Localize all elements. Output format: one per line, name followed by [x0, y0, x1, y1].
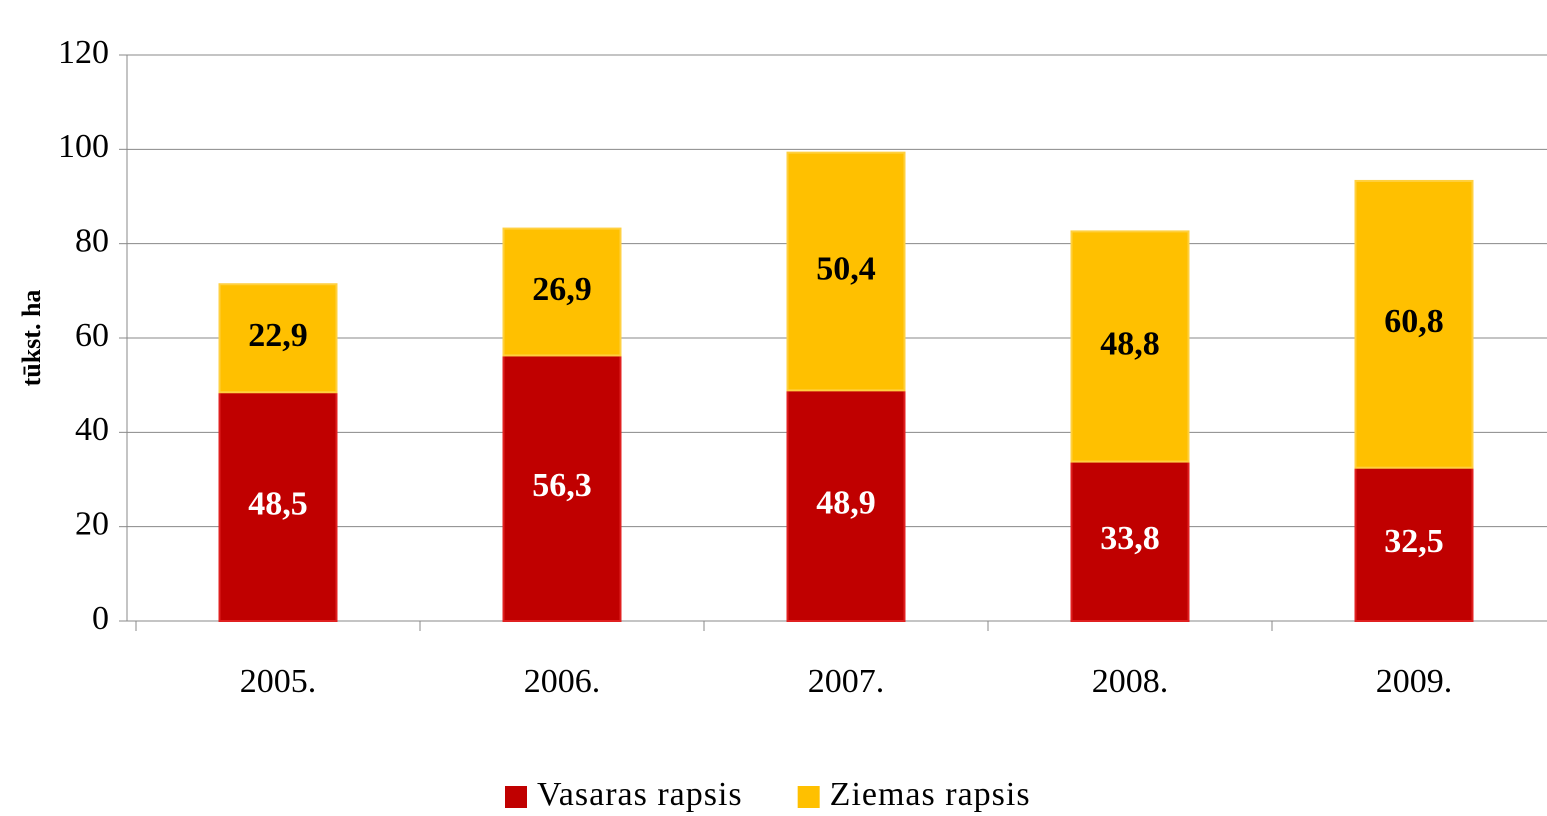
data-label: 33,8: [1100, 520, 1160, 557]
y-tick-label: 40: [75, 411, 109, 448]
data-label: 48,9: [816, 484, 876, 521]
legend-swatch: [797, 786, 820, 808]
x-tick-label: 2007.: [808, 663, 885, 700]
data-label: 22,9: [248, 317, 308, 354]
legend-label: Vasaras rapsis: [537, 776, 743, 813]
legend-label: Ziemas rapsis: [830, 776, 1031, 813]
bar-segment: [1070, 230, 1190, 463]
bar-segment: [218, 391, 338, 622]
x-tick-label: 2006.: [524, 663, 601, 700]
bar-segment: [786, 151, 906, 392]
data-label: 56,3: [532, 467, 592, 504]
data-label: 60,8: [1384, 303, 1444, 340]
y-tick-label: 120: [58, 34, 109, 71]
x-tick-label: 2008.: [1092, 663, 1169, 700]
y-tick-label: 100: [58, 128, 109, 165]
y-axis-title: tūkst. ha: [17, 290, 46, 387]
data-label: 32,5: [1384, 523, 1444, 560]
data-label: 50,4: [816, 250, 876, 287]
data-label: 48,8: [1100, 325, 1160, 362]
x-tick-label: 2009.: [1376, 663, 1453, 700]
legend-swatch: [505, 786, 527, 808]
y-tick-label: 80: [75, 222, 109, 259]
data-label: 48,5: [248, 485, 308, 522]
bar-segment: [502, 227, 622, 357]
bar-segment: [1354, 179, 1474, 469]
y-tick-label: 20: [75, 505, 109, 542]
bar-segment: [1070, 460, 1190, 622]
bar-segment: [1354, 466, 1474, 623]
data-label: 26,9: [532, 271, 592, 308]
y-tick-label: 60: [75, 317, 109, 354]
bar-segment: [218, 283, 338, 394]
bar-segment: [786, 389, 906, 623]
y-tick-label: 0: [92, 600, 109, 637]
x-tick-label: 2005.: [240, 663, 317, 700]
